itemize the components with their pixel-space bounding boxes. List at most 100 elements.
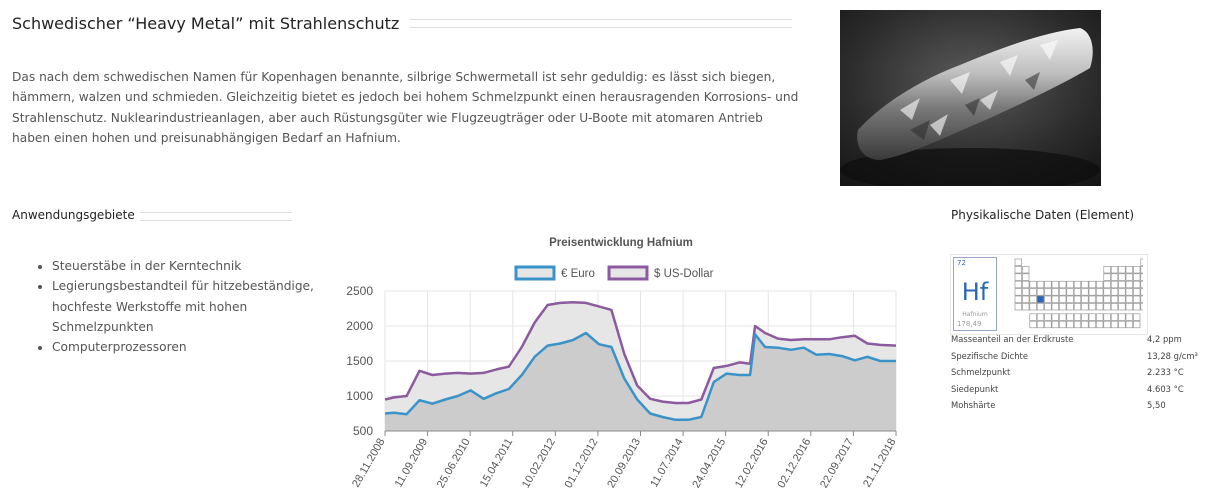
chart-title: Preisentwicklung Hafnium xyxy=(549,237,693,249)
pt-cell xyxy=(1073,280,1082,289)
pt-cell xyxy=(1110,303,1119,311)
pt-cell xyxy=(1133,266,1141,274)
pt-cell xyxy=(1110,266,1119,274)
pt-cell xyxy=(1096,280,1104,289)
list-item: Legierungsbestandteil für hitzebeständig… xyxy=(52,276,322,337)
pt-cell xyxy=(1051,280,1059,289)
pt-cell xyxy=(1110,273,1119,281)
y-tick-label: 2000 xyxy=(346,319,373,333)
x-tick-label: 10.02.2012 xyxy=(520,437,558,491)
pt-cell xyxy=(1036,320,1045,329)
pt-cell xyxy=(1103,266,1111,274)
pt-cell xyxy=(1014,295,1022,303)
x-tick-label: 15.04.2011 xyxy=(478,437,516,490)
pt-cell xyxy=(1088,320,1096,329)
series-area xyxy=(385,333,896,431)
pt-cell xyxy=(1066,320,1074,329)
phys-value: 2.233 °C xyxy=(1147,367,1184,378)
pt-cell xyxy=(1073,313,1082,321)
pt-cell xyxy=(1051,295,1059,303)
pt-cell xyxy=(1014,273,1022,281)
pt-cell xyxy=(1140,280,1143,289)
pt-cell xyxy=(1066,280,1074,289)
phys-label: Masseanteil an der Erdkruste xyxy=(951,334,1074,345)
phys-label: Siedepunkt xyxy=(951,383,999,394)
legend-swatch xyxy=(607,265,649,281)
pt-cell xyxy=(1029,320,1037,329)
pt-cell xyxy=(1029,295,1037,303)
list-item: Steuerstäbe in der Kerntechnik xyxy=(52,256,322,276)
pt-cell xyxy=(1125,313,1133,321)
pt-cell xyxy=(1140,295,1143,303)
pt-cell xyxy=(1066,303,1074,311)
pt-cell xyxy=(1125,280,1133,289)
table-row: Siedepunkt 4.603 °C xyxy=(951,381,1211,398)
pt-cell xyxy=(1103,273,1111,281)
pt-cell xyxy=(1066,295,1074,303)
phys-value: 4,2 ppm xyxy=(1147,334,1182,345)
series-line xyxy=(384,331,896,422)
pt-cell xyxy=(1022,280,1030,289)
pt-cell xyxy=(1088,303,1096,311)
pt-cell xyxy=(1133,295,1141,303)
pt-cell xyxy=(1044,280,1052,289)
pt-cell xyxy=(1118,313,1126,321)
pt-cell xyxy=(1125,266,1133,274)
pt-cell xyxy=(1133,280,1141,289)
pt-cell xyxy=(1014,266,1022,274)
pt-cell xyxy=(1133,320,1141,329)
x-tick-label: 20.09.2013 xyxy=(605,437,643,491)
pt-cell xyxy=(1022,295,1030,303)
phys-value: 4.603 °C xyxy=(1147,383,1184,394)
pt-cell xyxy=(1036,303,1045,311)
pt-cell xyxy=(1059,295,1067,303)
phys-value: 5,50 xyxy=(1147,400,1166,411)
pt-cell xyxy=(1044,288,1052,296)
pt-cell xyxy=(1081,303,1089,311)
legend-label: $ US-Dollar xyxy=(654,268,714,280)
pt-cell xyxy=(1036,288,1045,296)
pt-cell xyxy=(1103,295,1111,303)
x-tick-label: 11.07.2014 xyxy=(648,437,686,490)
pt-cell xyxy=(1088,280,1096,289)
pt-cell xyxy=(1044,320,1052,329)
pt-cell xyxy=(1110,288,1119,296)
pt-cell xyxy=(1051,288,1059,296)
pt-cell xyxy=(1118,320,1126,329)
pt-cell xyxy=(1103,288,1111,296)
pt-cell xyxy=(1125,273,1133,281)
y-tick-label: 1000 xyxy=(346,389,373,403)
x-tick-label: 12.02.2016 xyxy=(733,437,771,491)
pt-cell xyxy=(1103,313,1111,321)
pt-cell xyxy=(1140,288,1143,296)
pt-cell xyxy=(1096,295,1104,303)
pt-cell xyxy=(1059,303,1067,311)
legend-label: € Euro xyxy=(561,268,595,280)
x-tick-label: 24.04.2015 xyxy=(690,437,728,491)
pt-cell xyxy=(1125,295,1133,303)
pt-cell xyxy=(1059,320,1067,329)
pt-cell xyxy=(1059,313,1067,321)
intro-paragraph: Das nach dem schwedischen Namen für Kope… xyxy=(12,70,799,145)
uses-divider xyxy=(140,212,292,221)
pt-cell xyxy=(1029,313,1037,321)
pt-cell-hf xyxy=(1036,295,1045,303)
page-title: Schwedischer “Heavy Metal” mit Strahlens… xyxy=(12,14,400,33)
pt-cell xyxy=(1029,303,1037,311)
x-tick-label: 11.09.2009 xyxy=(393,437,431,490)
pt-cell xyxy=(1022,273,1030,281)
pt-cell xyxy=(1022,288,1030,296)
pt-cell xyxy=(1044,313,1052,321)
pt-cell xyxy=(1081,320,1089,329)
pt-cell xyxy=(1125,320,1133,329)
pt-cell xyxy=(1096,320,1104,329)
element-tile: 72 Hf Hafnium 178,49 xyxy=(953,257,997,331)
pt-cell xyxy=(1103,303,1111,311)
uses-heading: Anwendungsgebiete xyxy=(12,208,135,222)
pt-cell xyxy=(1051,320,1059,329)
pt-cell xyxy=(1014,280,1022,289)
x-tick-label: 28.11.2008 xyxy=(350,437,388,490)
table-row: Spezifische Dichte 13,28 g/cm³ xyxy=(951,348,1211,365)
pt-cell xyxy=(1059,288,1067,296)
pt-cell xyxy=(1103,320,1111,329)
